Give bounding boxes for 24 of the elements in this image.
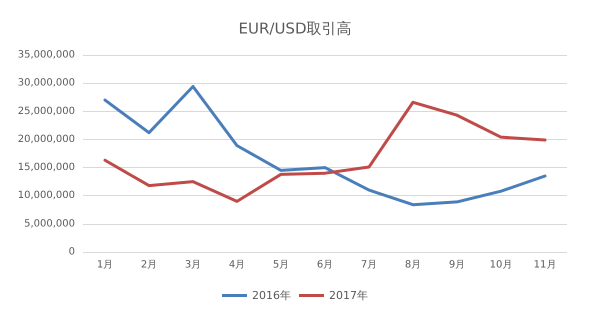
x-tick-label: 9月: [448, 260, 466, 270]
x-tick-label: 4月: [228, 260, 246, 270]
y-tick-label: 5,000,000: [24, 218, 75, 230]
x-tick-label: 2月: [140, 260, 158, 270]
x-tick-label: 8月: [404, 260, 422, 270]
y-tick-label: 30,000,000: [18, 78, 75, 89]
x-tick-label: 7月: [360, 260, 378, 270]
y-tick-label: 25,000,000: [18, 106, 75, 117]
x-tick-label: 5月: [272, 260, 290, 270]
line-series: [104, 100, 546, 203]
x-tick-label: 10月: [490, 260, 512, 270]
y-tick-label: 10,000,000: [18, 190, 75, 202]
chart-title: EUR/USD取引高: [238, 20, 352, 38]
x-tick-label: 1月: [96, 260, 114, 270]
x-tick-label: 6月: [316, 260, 334, 270]
line-series: [104, 85, 546, 206]
legend-label: 2016年: [252, 289, 292, 302]
x-tick-label: 11月: [534, 260, 556, 270]
legend-label: 2017年: [329, 289, 368, 302]
y-tick-label: 0: [68, 246, 75, 258]
y-tick-label: 15,000,000: [18, 162, 75, 174]
x-tick-label: 3月: [184, 260, 202, 270]
y-tick-label: 35,000,000: [18, 50, 75, 60]
y-tick-label: 20,000,000: [18, 134, 75, 145]
